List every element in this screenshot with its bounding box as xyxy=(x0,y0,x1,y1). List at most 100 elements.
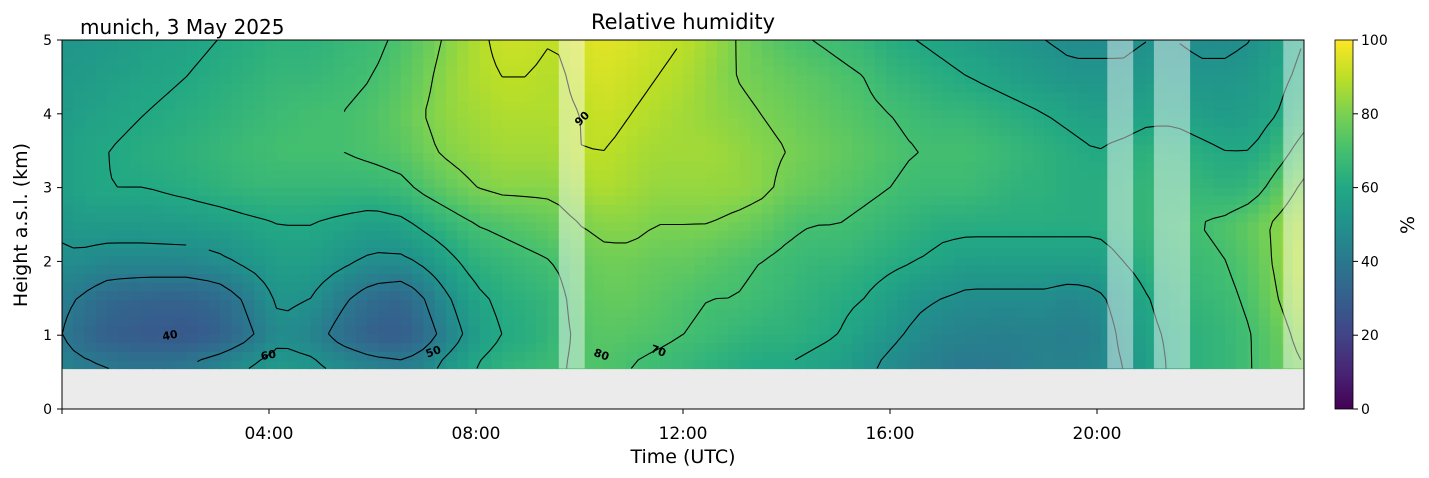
heatmap-cell xyxy=(412,256,425,266)
heatmap-cell xyxy=(1055,351,1068,361)
heatmap-cell xyxy=(1134,74,1147,84)
heatmap-cell xyxy=(603,307,616,318)
heatmap-cell xyxy=(1236,281,1249,292)
heatmap-cell xyxy=(637,290,650,300)
heatmap-cell xyxy=(920,117,933,128)
heatmap-cell xyxy=(942,83,955,93)
heatmap-cell xyxy=(1191,195,1204,205)
heatmap-cell xyxy=(1010,169,1023,179)
heatmap-cell xyxy=(705,307,718,318)
heatmap-cell xyxy=(129,351,142,361)
heatmap-cell xyxy=(1157,316,1170,326)
heatmap-cell xyxy=(1202,65,1215,76)
heatmap-cell xyxy=(513,256,526,266)
heatmap-cell xyxy=(1191,290,1204,300)
heatmap-cell xyxy=(1033,160,1046,171)
heatmap-cell xyxy=(378,247,391,257)
heatmap-cell xyxy=(265,117,278,128)
heatmap-cell xyxy=(762,204,775,214)
heatmap-cell xyxy=(570,135,583,145)
heatmap-cell xyxy=(694,281,707,292)
heatmap-cell xyxy=(1044,359,1057,370)
heatmap-cell xyxy=(344,126,357,136)
heatmap-cell xyxy=(536,238,549,249)
colorbar-tick-label: 20 xyxy=(1361,328,1379,344)
heatmap-cell xyxy=(1112,100,1125,110)
heatmap-cell xyxy=(547,342,560,352)
heatmap-cell xyxy=(999,204,1012,214)
heatmap-cell xyxy=(412,109,425,119)
heatmap-cell xyxy=(615,65,628,76)
heatmap-cell xyxy=(841,325,854,335)
heatmap-cell xyxy=(332,273,345,283)
heatmap-cell xyxy=(332,325,345,335)
heatmap-cell xyxy=(852,247,865,257)
heatmap-cell xyxy=(1055,333,1068,344)
heatmap-cell xyxy=(1112,359,1125,370)
heatmap-cell xyxy=(1044,299,1057,309)
heatmap-cell xyxy=(186,143,199,154)
heatmap-cell xyxy=(1281,333,1294,344)
heatmap-cell xyxy=(1258,195,1271,205)
heatmap-cell xyxy=(536,290,549,300)
heatmap-cell xyxy=(118,65,131,76)
heatmap-cell xyxy=(852,143,865,154)
heatmap-cell xyxy=(874,212,887,223)
heatmap-cell xyxy=(953,333,966,344)
heatmap-cell xyxy=(762,307,775,318)
heatmap-cell xyxy=(694,342,707,352)
heatmap-cell xyxy=(705,135,718,145)
heatmap-cell xyxy=(513,359,526,370)
heatmap-cell xyxy=(389,230,402,240)
heatmap-cell xyxy=(1021,351,1034,361)
heatmap-cell xyxy=(231,169,244,179)
heatmap-cell xyxy=(626,169,639,179)
heatmap-cell xyxy=(976,299,989,309)
heatmap-cell xyxy=(310,152,323,162)
heatmap-cell xyxy=(931,135,944,145)
heatmap-cell xyxy=(524,212,537,223)
heatmap-cell xyxy=(355,169,368,179)
heatmap-cell xyxy=(1168,325,1181,335)
heatmap-cell xyxy=(1010,212,1023,223)
heatmap-cell xyxy=(1236,160,1249,171)
heatmap-cell xyxy=(197,204,210,214)
heatmap-cell xyxy=(671,230,684,240)
heatmap-cell xyxy=(423,342,436,352)
heatmap-cell xyxy=(626,351,639,361)
heatmap-cell xyxy=(942,126,955,136)
heatmap-cell xyxy=(197,325,210,335)
heatmap-cell xyxy=(807,100,820,110)
heatmap-cell xyxy=(524,126,537,136)
heatmap-cell xyxy=(1281,359,1294,370)
heatmap-cell xyxy=(208,91,221,102)
heatmap-cell xyxy=(400,160,413,171)
heatmap-cell xyxy=(671,307,684,318)
heatmap-cell xyxy=(987,91,1000,102)
heatmap-cell xyxy=(1021,40,1034,50)
heatmap-cell xyxy=(615,91,628,102)
heatmap-cell xyxy=(1292,212,1304,223)
heatmap-cell xyxy=(773,307,786,318)
heatmap-cell xyxy=(378,160,391,171)
heatmap-cell xyxy=(807,186,820,197)
heatmap-cell xyxy=(265,178,278,188)
heatmap-cell xyxy=(581,109,594,119)
heatmap-cell xyxy=(1202,178,1215,188)
heatmap-cell xyxy=(163,204,176,214)
heatmap-cell xyxy=(965,169,978,179)
heatmap-cell xyxy=(818,178,831,188)
heatmap-cell xyxy=(434,135,447,145)
heatmap-cell xyxy=(942,299,955,309)
heatmap-cell xyxy=(739,307,752,318)
heatmap-cell xyxy=(965,299,978,309)
heatmap-cell xyxy=(1236,359,1249,370)
heatmap-cell xyxy=(999,230,1012,240)
heatmap-cell xyxy=(829,143,842,154)
heatmap-cell xyxy=(965,290,978,300)
heatmap-cell xyxy=(897,273,910,283)
heatmap-cell xyxy=(841,152,854,162)
heatmap-cell xyxy=(1145,65,1158,76)
heatmap-cell xyxy=(987,264,1000,275)
